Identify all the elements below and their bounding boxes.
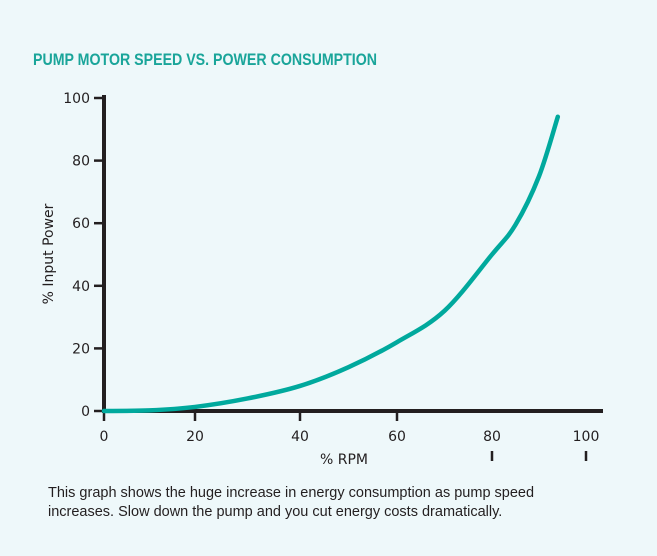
y-tick-label: 100 [63,91,90,107]
series-line [101,114,561,414]
caption-line-2: increases. Slow down the pump and you cu… [48,504,502,520]
y-axis-label: % Input Power [41,203,57,304]
x-tick-label: 0 [100,429,109,445]
y-tick-label: 0 [81,404,90,420]
ticks: 0 20 40 60 80 100 0 20 40 60 80 100 [63,91,599,461]
y-tick-label: 40 [72,279,90,295]
axes [102,95,603,413]
x-tick-label: 100 [573,429,600,445]
x-axis-label: % RPM [320,452,368,468]
x-tick-label: 60 [388,429,406,445]
caption-line-1: This graph shows the huge increase in en… [48,485,534,501]
y-tick-label: 20 [72,341,90,357]
x-tick-label: 40 [291,429,309,445]
y-tick-label: 80 [72,154,90,170]
y-tick-label: 60 [72,216,90,232]
x-tick-label: 80 [483,429,501,445]
chart-title: PUMP MOTOR SPEED VS. POWER CONSUMPTION [33,50,377,69]
x-tick-label: 20 [186,429,204,445]
